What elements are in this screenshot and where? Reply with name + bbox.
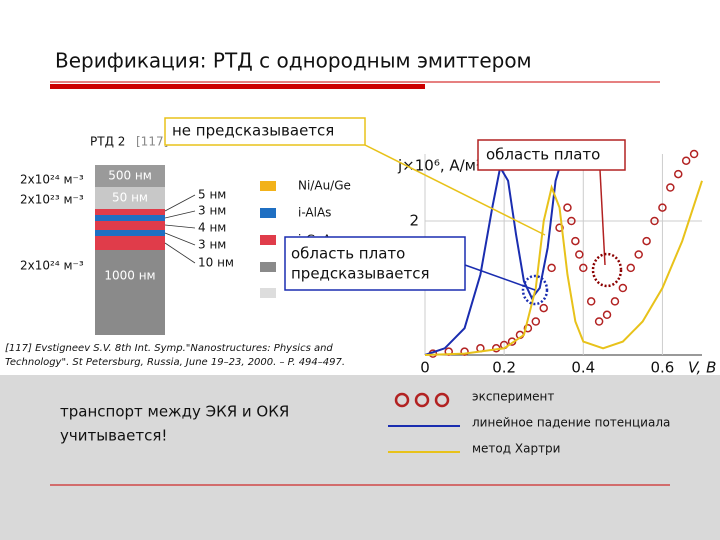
thin-layer: 3 нм	[198, 204, 226, 218]
data-point	[547, 263, 556, 273]
y-axis-label: j×10⁶, А/м²	[397, 157, 482, 175]
x-tick-label: 0.4	[571, 359, 595, 377]
data-point	[571, 236, 580, 246]
doping: 2x10²⁴ м⁻³	[20, 259, 84, 273]
layer	[95, 250, 165, 335]
data-point	[579, 263, 588, 273]
legend-label: метод Хартри	[472, 442, 560, 456]
layer	[95, 209, 165, 215]
x-tick-label: 0.6	[650, 359, 674, 377]
legend-label: эксперимент	[472, 390, 554, 404]
x-axis-label: V, В	[688, 359, 716, 377]
layer	[95, 165, 165, 187]
x-tick-label: 0.2	[492, 359, 516, 377]
layer-label: 1000 нм	[104, 269, 155, 283]
data-point	[674, 169, 683, 179]
data-point	[523, 323, 533, 333]
note: транспорт между ЭКЯ и ОКЯ	[60, 403, 289, 421]
thin-layer: 5 нм	[198, 188, 226, 202]
layer	[95, 187, 165, 209]
highlight	[521, 274, 549, 306]
data-line	[424, 180, 703, 356]
callout: область плато	[486, 146, 600, 164]
layer	[95, 230, 165, 236]
swatch	[260, 181, 276, 191]
data-point	[575, 250, 584, 259]
reference: [117] Evstigneev S.V. 8th Int. Symp."Nan…	[5, 343, 333, 354]
material: i-AlAs	[298, 206, 331, 220]
thin-layer: 4 нм	[198, 221, 226, 235]
x-tick-label: 0	[420, 359, 430, 377]
legend-marker	[394, 392, 410, 408]
callouts: не предсказывается область плато область…	[164, 117, 626, 306]
callout-box	[164, 117, 366, 146]
data-line	[424, 153, 565, 356]
callout-box	[284, 236, 466, 291]
data-point	[555, 223, 564, 232]
device-label: РТД 2	[90, 135, 125, 149]
swatch	[260, 235, 276, 245]
data-point	[460, 347, 469, 356]
leader	[599, 169, 606, 266]
swatch	[260, 288, 276, 298]
thin-layer: 10 нм	[198, 256, 234, 270]
data-point	[594, 317, 604, 326]
data-point	[650, 216, 659, 226]
reference: Technology". St Petersburg, Russia, June…	[5, 357, 345, 368]
data-point	[681, 156, 691, 165]
data-point	[567, 216, 576, 226]
swatch	[260, 208, 276, 218]
leader	[364, 144, 546, 236]
device: РТД 2 [117] 500 нм 50 нм 1000 нм 2x10²⁴ …	[5, 135, 351, 369]
y-tick-label: 2	[409, 212, 419, 230]
thin-layer: 3 нм	[198, 238, 226, 252]
legend-label: линейное падение потенциала	[472, 416, 670, 430]
data-point	[539, 303, 548, 313]
device-ref: [117]	[136, 135, 168, 149]
data-point	[618, 283, 628, 293]
data-point	[586, 297, 596, 306]
data-point	[689, 149, 699, 159]
title-bar	[50, 84, 425, 89]
layer	[95, 236, 165, 250]
plot: 0 0.2 0.4 0.6 2 V, В j×10⁶, А/м²	[397, 149, 716, 377]
data-point	[642, 236, 651, 246]
callout: предсказывается	[291, 265, 430, 283]
highlight	[591, 252, 623, 288]
data-point	[658, 203, 667, 212]
note: учитывается!	[60, 427, 167, 445]
callout-box	[477, 139, 626, 171]
bottom-panel	[0, 375, 720, 540]
callout: не предсказывается	[172, 122, 334, 140]
legend-marker	[434, 392, 450, 408]
title: Верификация: РТД с однородным эмиттером	[55, 49, 532, 73]
layer-label: 50 нм	[112, 191, 148, 205]
material: Ni/Au/Ge	[298, 179, 351, 193]
legend: эксперимент линейное падение потенциала ме…	[388, 390, 670, 456]
data-point	[626, 263, 636, 273]
callout: область плато	[291, 245, 405, 263]
swatch	[260, 262, 276, 272]
doping: 2x10²⁴ м⁻³	[20, 173, 84, 187]
data-point	[610, 297, 620, 306]
layer-label: 500 нм	[108, 169, 152, 183]
data-point	[634, 250, 643, 259]
data-point	[666, 183, 675, 192]
data-point	[563, 203, 572, 212]
data-point	[602, 310, 612, 320]
doping: 2x10²³ м⁻³	[20, 193, 84, 207]
layer	[95, 221, 165, 230]
layer	[95, 215, 165, 221]
data-point	[531, 317, 541, 326]
legend-marker	[414, 392, 430, 408]
